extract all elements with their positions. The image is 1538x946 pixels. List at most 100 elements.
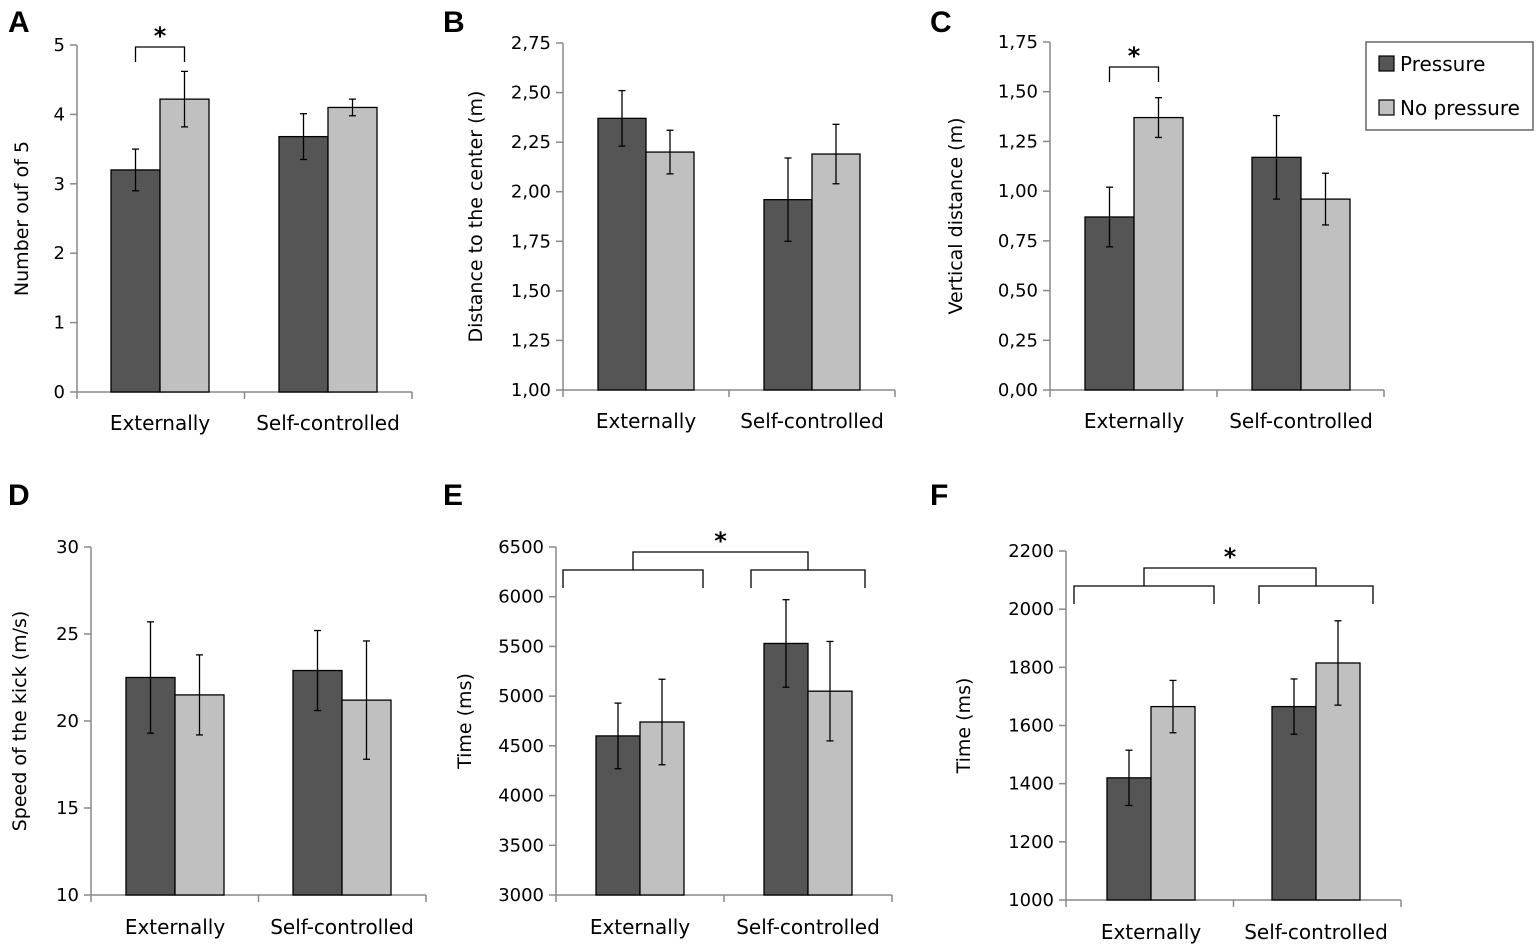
- y-tick-label: 6500: [498, 537, 544, 558]
- significance-star: *: [1224, 543, 1237, 571]
- significance-bracket: [632, 551, 809, 570]
- y-tick-label: 5500: [498, 636, 544, 657]
- category-label: Externally: [1084, 409, 1185, 433]
- group-bracket: [562, 569, 704, 588]
- y-tick-label: 5: [54, 35, 65, 56]
- panel-letter: A: [8, 6, 30, 39]
- y-tick-label: 0: [54, 382, 65, 403]
- y-tick-label: 0,50: [998, 281, 1038, 302]
- panel-letter: C: [930, 6, 952, 39]
- y-axis-label: Distance to the center (m): [465, 91, 487, 343]
- bar-pressure: [597, 117, 647, 391]
- y-tick-label: 1: [54, 313, 65, 334]
- bar-no-pressure: [1133, 116, 1184, 391]
- panel-letter: B: [443, 6, 465, 39]
- panel-C: C 0,00 0,25 0,50 0,75 1,00 1,25 1,50 1,75 Vertica…: [930, 6, 1385, 433]
- y-tick-label: 2000: [1008, 599, 1054, 620]
- y-tick-label: 1000: [1008, 890, 1054, 911]
- y-tick-label: 1,00: [511, 380, 551, 401]
- y-tick-label: 20: [56, 711, 79, 732]
- significance-bracket: [134, 46, 186, 62]
- y-tick-label: 2,50: [511, 83, 551, 104]
- bar-pressure: [110, 169, 161, 393]
- significance-bracket: [1143, 567, 1317, 586]
- y-tick-label: 1400: [1008, 774, 1054, 795]
- category-label: Externally: [125, 915, 226, 939]
- y-tick-label: 1,25: [998, 131, 1038, 152]
- y-tick-label: 30: [56, 537, 79, 558]
- y-tick-label: 3500: [498, 835, 544, 856]
- y-tick-label: 25: [56, 624, 79, 645]
- panel-A: A 0 1 2 3 4 5 Number ouf of 5 Externally Self-con…: [8, 6, 413, 435]
- bar-no-pressure: [327, 106, 378, 393]
- category-label: Self-controlled: [270, 915, 414, 939]
- y-tick-label: 6000: [498, 587, 544, 608]
- category-label: Self-controlled: [740, 409, 884, 433]
- legend: Pressure No pressure: [1365, 41, 1534, 131]
- y-tick-label: 15: [56, 798, 79, 819]
- significance-star: *: [714, 527, 727, 555]
- bar-no-pressure: [645, 151, 695, 391]
- legend-label-pressure: Pressure: [1400, 52, 1485, 76]
- panel-F: F 1000 1200 1400 1600 1800 2000 2200 Time (ms) Ex…: [930, 479, 1402, 944]
- y-tick-label: 1,75: [998, 32, 1038, 53]
- legend-swatch-no-pressure: [1378, 99, 1395, 116]
- significance-star: *: [1128, 42, 1141, 70]
- y-tick-label: 1,50: [998, 82, 1038, 103]
- bar-no-pressure: [811, 153, 861, 391]
- panel-B: B 1,00 1,25 1,50 1,75 2,00 2,25 2,50 2,75 Distanc…: [443, 6, 896, 433]
- y-tick-label: 4000: [498, 786, 544, 807]
- panel-E: E 3000 3500 4000 4500 5000 5500 6000 6500 Time (m…: [443, 479, 893, 939]
- y-tick-label: 4: [54, 104, 65, 125]
- y-tick-label: 2,00: [511, 182, 551, 203]
- significance-star: *: [154, 22, 167, 50]
- panel-letter: D: [8, 479, 30, 512]
- y-tick-label: 2: [54, 243, 65, 264]
- group-bracket: [1073, 585, 1215, 604]
- bar-no-pressure: [1300, 198, 1351, 391]
- category-label: Self-controlled: [1244, 920, 1388, 944]
- y-tick-label: 2,75: [511, 33, 551, 54]
- group-bracket: [750, 569, 866, 588]
- y-tick-label: 5000: [498, 686, 544, 707]
- y-tick-label: 1,75: [511, 231, 551, 252]
- y-tick-label: 2200: [1008, 541, 1054, 562]
- y-tick-label: 0,25: [998, 330, 1038, 351]
- y-tick-label: 3000: [498, 885, 544, 906]
- y-axis-label: Speed of the kick (m/s): [9, 611, 31, 832]
- y-tick-label: 10: [56, 885, 79, 906]
- y-axis-label: Vertical distance (m): [945, 117, 967, 314]
- y-tick-label: 2,25: [511, 132, 551, 153]
- y-tick-label: 1,00: [998, 181, 1038, 202]
- significance-bracket: [1108, 66, 1160, 82]
- legend-label-no-pressure: No pressure: [1400, 96, 1520, 120]
- panel-letter: E: [443, 479, 463, 512]
- y-tick-label: 0,00: [998, 380, 1038, 401]
- category-label: Self-controlled: [1229, 409, 1373, 433]
- category-label: Externally: [1101, 920, 1202, 944]
- y-axis-label: Number ouf of 5: [11, 141, 33, 296]
- category-label: Externally: [596, 409, 697, 433]
- y-tick-label: 3: [54, 174, 65, 195]
- y-tick-label: 1,25: [511, 330, 551, 351]
- panel-D: D 10 15 20 25 30 Speed of the kick (m/s) Extern…: [8, 479, 427, 939]
- y-axis-label: Time (ms): [953, 678, 975, 775]
- bar-no-pressure: [1150, 705, 1196, 901]
- bar-pressure: [1271, 705, 1317, 901]
- y-axis-label: Time (ms): [454, 673, 476, 770]
- y-tick-label: 0,75: [998, 231, 1038, 252]
- y-tick-label: 1200: [1008, 832, 1054, 853]
- panel-letter: F: [930, 479, 948, 512]
- y-tick-label: 1,50: [511, 281, 551, 302]
- y-tick-label: 1800: [1008, 657, 1054, 678]
- bar-pressure: [278, 135, 329, 393]
- category-label: Externally: [110, 411, 211, 435]
- category-label: Externally: [590, 915, 691, 939]
- bar-no-pressure: [159, 98, 210, 393]
- category-label: Self-controlled: [256, 411, 400, 435]
- legend-swatch-pressure: [1378, 55, 1395, 72]
- category-label: Self-controlled: [736, 915, 880, 939]
- y-tick-label: 4500: [498, 736, 544, 757]
- group-bracket: [1258, 585, 1374, 604]
